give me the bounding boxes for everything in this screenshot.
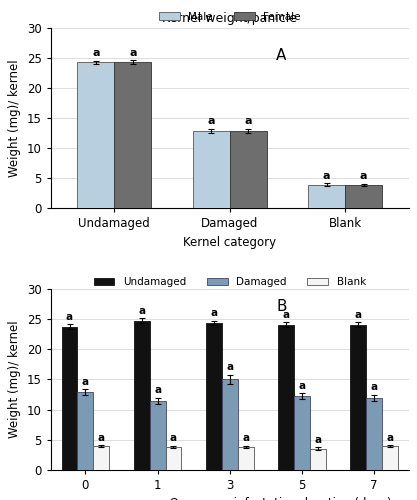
Bar xyxy=(345,185,382,208)
Legend: Male, Female: Male, Female xyxy=(155,8,304,26)
Text: B: B xyxy=(276,299,287,314)
Text: a: a xyxy=(138,306,145,316)
Text: a: a xyxy=(92,48,100,58)
Text: a: a xyxy=(242,433,249,443)
Bar xyxy=(294,396,310,469)
Text: a: a xyxy=(170,433,177,443)
Bar xyxy=(350,325,366,470)
Text: a: a xyxy=(98,432,105,442)
Bar xyxy=(150,400,166,469)
Text: infestation duration (days): infestation duration (days) xyxy=(230,497,391,500)
Bar xyxy=(206,323,222,470)
Bar xyxy=(166,447,181,469)
X-axis label: Kernel category: Kernel category xyxy=(183,236,276,248)
Bar xyxy=(193,131,230,208)
Text: A: A xyxy=(276,48,286,63)
Bar xyxy=(114,62,151,208)
Bar xyxy=(77,62,114,208)
Y-axis label: Weight (mg)/ kernel: Weight (mg)/ kernel xyxy=(8,320,21,438)
Bar xyxy=(134,320,150,470)
Y-axis label: Weight (mg)/ kernel: Weight (mg)/ kernel xyxy=(8,59,21,176)
Text: a: a xyxy=(298,381,305,391)
Bar xyxy=(238,447,254,469)
Text: O. pugnax: O. pugnax xyxy=(169,497,230,500)
Text: a: a xyxy=(386,432,394,442)
Text: a: a xyxy=(208,116,215,126)
Bar xyxy=(308,184,345,208)
Text: a: a xyxy=(360,172,367,181)
Text: a: a xyxy=(314,435,322,445)
Text: a: a xyxy=(244,116,252,126)
Text: a: a xyxy=(154,385,161,395)
Bar xyxy=(62,326,78,470)
Text: a: a xyxy=(354,310,362,320)
Text: a: a xyxy=(282,310,289,320)
Text: a: a xyxy=(226,362,233,372)
Title: Kernel weight/panicle: Kernel weight/panicle xyxy=(162,12,297,25)
Bar xyxy=(382,446,398,469)
Bar xyxy=(310,448,326,469)
Text: a: a xyxy=(210,308,217,318)
Text: a: a xyxy=(66,312,73,322)
Bar xyxy=(78,392,93,469)
Bar xyxy=(230,131,266,208)
Bar xyxy=(222,380,238,470)
Bar xyxy=(366,398,382,469)
X-axis label: O. pugnax infestation duration (days): O. pugnax infestation duration (days) xyxy=(0,499,1,500)
Text: a: a xyxy=(323,171,330,181)
Bar xyxy=(93,446,109,469)
Bar xyxy=(278,325,294,470)
Legend: Undamaged, Damaged, Blank: Undamaged, Damaged, Blank xyxy=(90,273,370,291)
Text: a: a xyxy=(82,376,89,386)
Text: a: a xyxy=(370,382,378,392)
Text: a: a xyxy=(129,48,136,58)
